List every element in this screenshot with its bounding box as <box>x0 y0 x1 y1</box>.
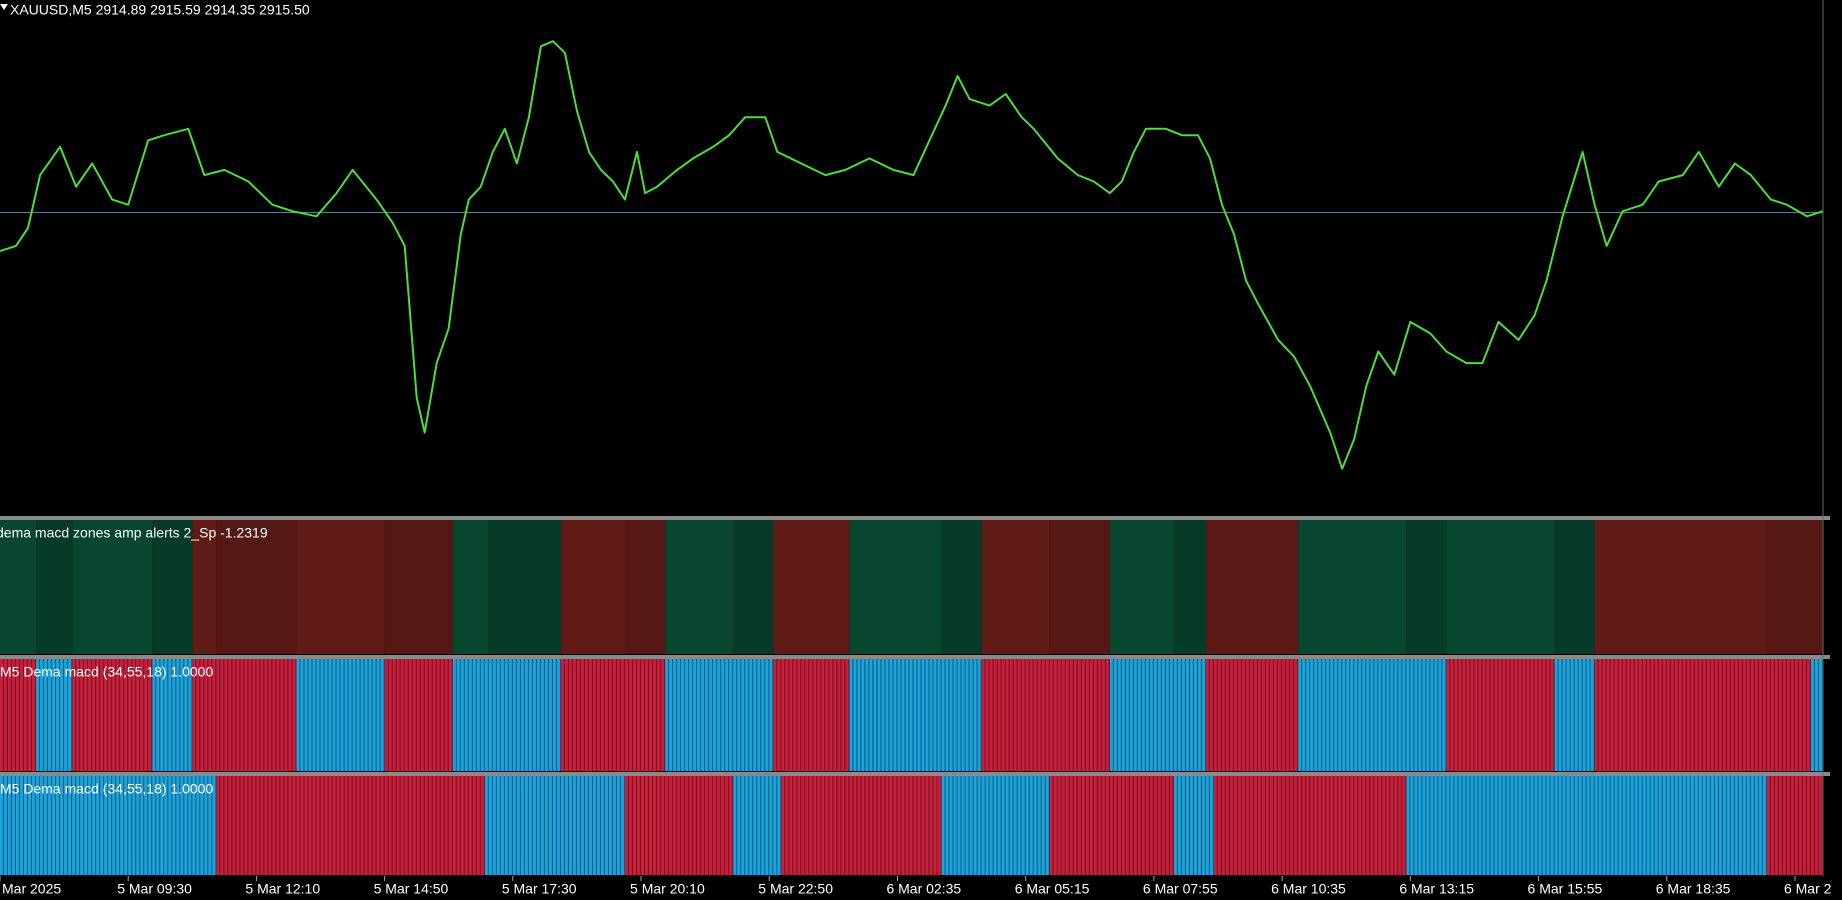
price-line <box>0 40 1823 470</box>
signal-segment <box>1049 776 1174 875</box>
collapse-arrow[interactable] <box>0 4 8 10</box>
signal-segment <box>560 659 666 771</box>
x-tick-label: 6 Mar 10:35 <box>1271 881 1346 897</box>
zone-segment <box>384 520 453 654</box>
signal-segment <box>1554 659 1595 771</box>
signal-segment <box>1205 659 1299 771</box>
signal-segment <box>1446 659 1555 771</box>
zone-segment <box>0 520 37 654</box>
zone-segment <box>452 520 489 654</box>
indicator-label: M5 Dema macd (34,55,18) 1.0000 <box>0 664 213 680</box>
x-tick-label: 6 Mar 07:55 <box>1143 881 1218 897</box>
indicator-label: dema macd zones amp alerts 2_Sp -1.2319 <box>0 525 268 541</box>
x-tick-label: 5 Mar 14:50 <box>374 881 449 897</box>
signal-segment <box>625 776 734 875</box>
zone-segment <box>72 520 153 654</box>
zone-segment <box>1205 520 1299 654</box>
signal-segment <box>1810 659 1823 771</box>
signal-segment <box>384 659 453 771</box>
x-tick-label: 6 Mar 15:55 <box>1528 881 1603 897</box>
x-tick-label: 6 Mar 02:35 <box>886 881 961 897</box>
zone-segment <box>192 520 217 654</box>
signal-segment <box>1173 776 1214 875</box>
zone-segment <box>773 520 850 654</box>
zone-segment <box>36 520 73 654</box>
x-tick-label: 5 Mar 09:30 <box>117 881 192 897</box>
zone-segment <box>1446 520 1555 654</box>
plot-area <box>0 40 1823 875</box>
x-tick-label: 5 Mar 12:10 <box>245 881 320 897</box>
zone-segment <box>1594 520 1767 654</box>
zone-segment <box>1109 520 1174 654</box>
signal-segment <box>152 659 193 771</box>
signal-segment <box>216 776 485 875</box>
panel-separator <box>0 772 1830 776</box>
panel-separator <box>0 655 1830 659</box>
signal-segment <box>781 776 942 875</box>
zone-segment <box>296 520 385 654</box>
signal-segment <box>452 659 561 771</box>
signal-segment <box>1213 776 1407 875</box>
x-tick-label: 5 Mar 22:50 <box>758 881 833 897</box>
signal-segment <box>773 659 850 771</box>
signal-segment <box>1298 659 1447 771</box>
signal-segment <box>665 659 774 771</box>
signal-segment <box>1109 659 1206 771</box>
signal-segment <box>72 659 153 771</box>
signal-segment <box>0 776 217 875</box>
zone-segment <box>560 520 626 654</box>
x-tick-label: Mar 2025 <box>2 881 61 897</box>
zone-segment <box>665 520 734 654</box>
signal-segment <box>1594 659 1811 771</box>
indicator-label: M5 Dema macd (34,55,18) 1.0000 <box>0 781 213 797</box>
zone-segment <box>941 520 982 654</box>
x-tick-label: 6 Mar 2 <box>1784 881 1832 897</box>
zone-segment <box>849 520 942 654</box>
zone-segment <box>1049 520 1110 654</box>
zone-segment <box>625 520 666 654</box>
x-tick-label: 5 Mar 17:30 <box>502 881 577 897</box>
signal-segment <box>849 659 982 771</box>
chart-title: XAUUSD,M5 2914.89 2915.59 2914.35 2915.5… <box>10 2 310 18</box>
x-tick-label: 6 Mar 18:35 <box>1656 881 1731 897</box>
panel-separator <box>0 516 1830 520</box>
signal-segment <box>484 776 626 875</box>
x-tick-label: 5 Mar 20:10 <box>630 881 705 897</box>
signal-segment <box>981 659 1110 771</box>
signal-segment <box>36 659 73 771</box>
zone-segment <box>733 520 774 654</box>
x-tick-label: 6 Mar 13:15 <box>1399 881 1474 897</box>
zone-segment <box>1554 520 1595 654</box>
zone-segment <box>1406 520 1447 654</box>
zone-segment <box>1298 520 1407 654</box>
zone-segment <box>488 520 561 654</box>
zone-segment <box>1173 520 1206 654</box>
signal-segment <box>192 659 297 771</box>
signal-segment <box>1406 776 1767 875</box>
signal-segment <box>733 776 782 875</box>
signal-segment <box>0 659 37 771</box>
signal-segment <box>1766 776 1823 875</box>
zone-segment <box>152 520 193 654</box>
x-tick-label: 6 Mar 05:15 <box>1015 881 1090 897</box>
zone-segment <box>981 520 1050 654</box>
signal-segment <box>296 659 385 771</box>
zone-segment <box>216 520 297 654</box>
zone-segment <box>1766 520 1823 654</box>
signal-segment <box>941 776 1050 875</box>
